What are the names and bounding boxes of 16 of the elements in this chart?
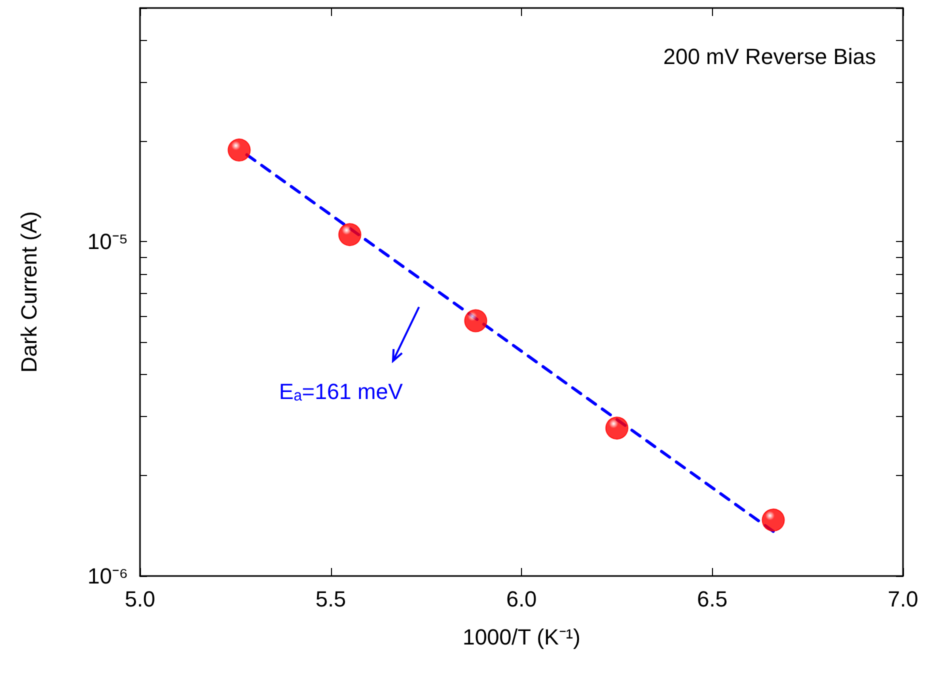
x-tick-label: 6.5 bbox=[696, 586, 728, 612]
y-axis-title: Dark Current (A) bbox=[16, 211, 42, 373]
x-tick-label: 5.5 bbox=[315, 586, 346, 612]
y-tick-label: 10⁻⁵ bbox=[87, 229, 128, 254]
x-tick-label: 7.0 bbox=[888, 586, 918, 612]
x-tick-label: 6.0 bbox=[506, 586, 537, 612]
annotation: Eₐ=161 meV bbox=[279, 379, 403, 405]
point bbox=[762, 508, 785, 532]
point bbox=[228, 138, 251, 162]
y-tick-label: 10⁻⁶ bbox=[87, 564, 128, 588]
point bbox=[605, 416, 628, 440]
annotation: 200 mV Reverse Bias bbox=[663, 44, 876, 70]
x-axis-title: 1000/T (K⁻¹) bbox=[462, 624, 580, 650]
x-tick-label: 5.0 bbox=[124, 586, 156, 612]
point bbox=[338, 223, 362, 246]
point bbox=[464, 309, 488, 332]
